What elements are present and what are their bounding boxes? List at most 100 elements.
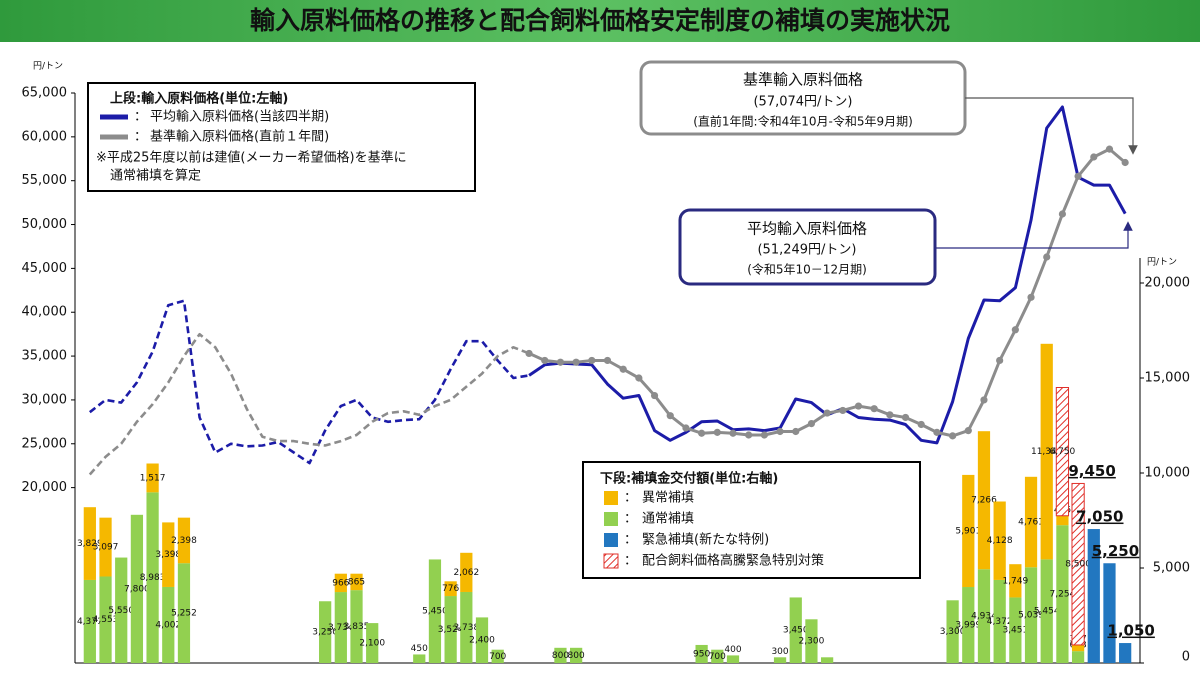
title-banner [0,0,1200,42]
legend-label: 通常補填 [642,512,694,527]
line-marker [729,429,737,437]
line-marker [917,420,925,429]
stack-total-label: 9,450 [1068,462,1115,480]
bar-label: 7,800 [124,584,150,594]
bar-label: 5,252 [171,609,197,619]
annotation-text: 基準輸入原料価格 [743,71,863,89]
bar-label: 2,398 [171,536,197,546]
bar [475,617,489,663]
line-marker [996,356,1004,365]
bar-label: 7,050 [1076,508,1123,526]
bar [319,601,332,663]
line-marker [854,402,863,410]
bar-label: 2,100 [359,639,385,649]
bar [962,474,975,588]
line-marker [1058,210,1067,218]
line-marker [619,365,627,373]
bar [366,623,379,663]
bar-label: 7,266 [971,496,997,506]
legend-label: 平均輸入原料価格(当該四半期) [150,109,329,125]
bar [334,573,347,593]
legend-note: ※平成25年度以前は建値(メーカー希望価格)を基準に [96,150,407,166]
y-tick-label: 45,000 [22,261,68,276]
y-tick-label: 60,000 [22,129,68,144]
y-tick-label: 50,000 [22,217,68,232]
line-marker [1027,293,1035,301]
line-marker [776,427,784,436]
bar [1024,476,1038,568]
bar-label: 8,500 [1065,560,1091,570]
bar [1103,563,1116,663]
bar [99,517,112,577]
bar [130,514,144,663]
line-marker [541,356,549,365]
legend-title: 上段:輸入原料価格(単位:左軸) [110,91,288,107]
legend-top [87,82,476,192]
bar-label: 11,346 [1031,447,1063,457]
bar [1009,564,1022,598]
line-marker [745,431,753,439]
line-marker [980,396,988,404]
bar [146,492,159,663]
line-marker [964,427,972,435]
legend-separator: ： [624,512,637,527]
bar [83,579,96,663]
y2-tick-label: 10,000 [1145,466,1191,481]
bar [1055,387,1070,517]
y-tick-label: 30,000 [22,392,68,407]
line-marker [760,431,768,439]
bar-label: 3,738 [453,623,479,633]
annotation-text: (令和5年10－12月期) [747,262,867,277]
y2-tick-label: 15,000 [1145,371,1191,386]
bar [1071,482,1085,646]
y2-unit: 円/トン [1147,257,1177,268]
bar-label: 865 [348,577,365,587]
y-tick-label: 55,000 [22,173,68,188]
bar [115,557,128,663]
bar-label: 4,128 [987,536,1013,546]
annotation-arrow [935,221,1133,249]
line-marker [1074,172,1082,180]
legend-swatch [604,533,618,547]
bar-label: 5,901 [955,526,981,536]
line-marker [949,432,957,440]
y-tick-label: 40,000 [22,305,68,320]
bar [83,507,96,580]
legend-separator: ： [134,110,147,125]
line-marker [603,356,612,365]
bar-label: 1,050 [1107,622,1154,640]
y-unit: 円/トン [33,61,63,72]
y-tick-label: 25,000 [22,436,68,451]
bar-label: 2,400 [469,636,495,646]
annotation-box [678,208,937,286]
line-marker [588,356,596,365]
bar [146,463,159,493]
bar-label: 5,450 [422,607,448,617]
annotation-text: (57,074円/トン) [753,95,852,110]
legend-items: ：平均輸入原料価格(当該四半期)： 基準輸入原料価格(直前１年間) [100,109,329,145]
legend-label: 緊急補填(新たな特例) [642,532,769,548]
bar-label: 3,097 [93,543,119,553]
y2-tick-label: 20,000 [1145,276,1191,291]
bar-label: 5,454 [1034,607,1060,617]
bar [1040,559,1053,663]
bar [1040,343,1053,560]
bar [1071,651,1085,663]
legend-label: 異常補填 [642,491,694,506]
legend-label: 配合飼料価格高騰緊急特別対策 [642,553,824,569]
bar [177,517,191,564]
bar-label: 3,835 [344,622,370,632]
bar [162,522,175,587]
bar [491,649,504,663]
line-marker [1121,158,1129,167]
bar-label: 1,517 [140,473,166,483]
line-marker [556,358,565,366]
bar [789,597,802,663]
bar [726,655,740,663]
legend-label: 基準輸入原料価格(直前１年間) [150,129,329,145]
bar-label: 800 [552,651,569,661]
bar-label: 2,300 [799,637,825,647]
bar-label: 3,398 [155,550,181,560]
bar [711,649,724,663]
bar-label: 3,829 [77,539,103,549]
